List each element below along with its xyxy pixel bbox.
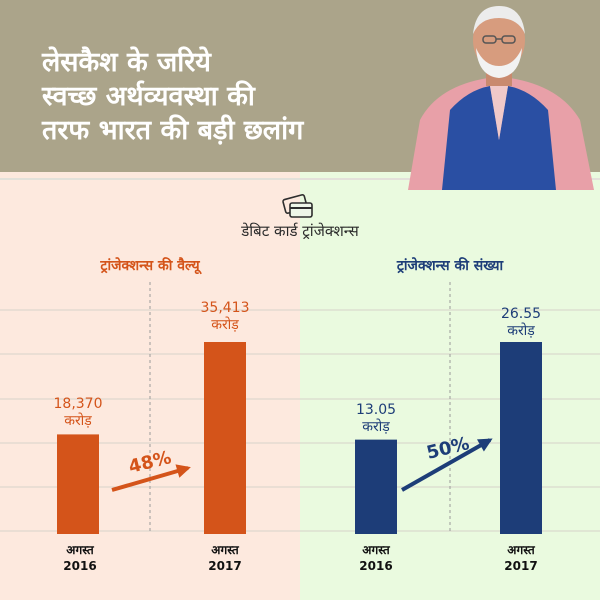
x-tick-value-2017: अगस्त 2017 xyxy=(180,542,270,574)
x-tick-value-2016: अगस्त 2016 xyxy=(35,542,125,574)
x-tick-value-2017-month: अगस्त xyxy=(211,543,239,557)
headline-line-3: तरफ भारत की बड़ी छलांग xyxy=(42,115,304,146)
x-tick-count-2016: अगस्त 2016 xyxy=(331,542,421,574)
x-tick-value-2016-month: अगस्त xyxy=(66,543,94,557)
value-panel-title: ट्रांजेक्शन्स की वैल्यू xyxy=(100,258,200,274)
count-growth-arrow-head xyxy=(476,438,493,452)
count-label-2016-number: 13.05 xyxy=(355,402,397,418)
headline-line-1: लेसकैश के जरिये xyxy=(42,47,211,78)
value-label-2017-unit: करोड़ xyxy=(211,317,239,333)
value-bar-2017 xyxy=(204,342,246,534)
value-label-2016-unit: करोड़ xyxy=(64,413,92,429)
count-label-2016: 13.05 करोड़ xyxy=(326,402,426,436)
chart-title: डेबिट कार्ड ट्रांजेक्शन्स xyxy=(241,222,359,240)
value-label-2017: 35,413 करोड़ xyxy=(175,300,275,334)
value-label-2016-number: 18,370 xyxy=(53,396,103,412)
value-growth-arrow-head xyxy=(175,464,191,478)
x-tick-count-2016-month: अगस्त xyxy=(362,543,390,557)
value-label-2016: 18,370 करोड़ xyxy=(28,396,128,430)
count-panel-title: ट्रांजेक्शन्स की संख्या xyxy=(396,258,504,274)
portrait-illustration xyxy=(408,6,594,190)
x-tick-value-2017-year: 2017 xyxy=(208,559,242,573)
x-tick-value-2016-year: 2016 xyxy=(63,559,97,573)
count-label-2017: 26.55 करोड़ xyxy=(471,306,571,340)
x-tick-count-2017: अगस्त 2017 xyxy=(476,542,566,574)
count-bar-2016 xyxy=(355,439,397,534)
value-growth-arrow-line xyxy=(111,466,189,492)
value-bar-2016 xyxy=(57,434,99,534)
headline-line-2: स्वच्छ अर्थव्यवस्था की xyxy=(42,81,255,112)
count-growth-arrow-line xyxy=(401,438,491,492)
x-tick-count-2017-month: अगस्त xyxy=(507,543,535,557)
x-tick-count-2017-year: 2017 xyxy=(504,559,538,573)
count-bar-2017 xyxy=(500,342,542,534)
x-tick-count-2016-year: 2016 xyxy=(359,559,393,573)
value-label-2017-number: 35,413 xyxy=(200,300,250,316)
count-label-2017-number: 26.55 xyxy=(500,306,542,322)
count-label-2016-unit: करोड़ xyxy=(362,419,390,435)
card-icon-front xyxy=(289,202,313,218)
count-label-2017-unit: करोड़ xyxy=(507,323,535,339)
headline: लेसकैश के जरिये स्वच्छ अर्थव्यवस्था की त… xyxy=(42,46,402,148)
panel-top-divider xyxy=(0,178,600,180)
